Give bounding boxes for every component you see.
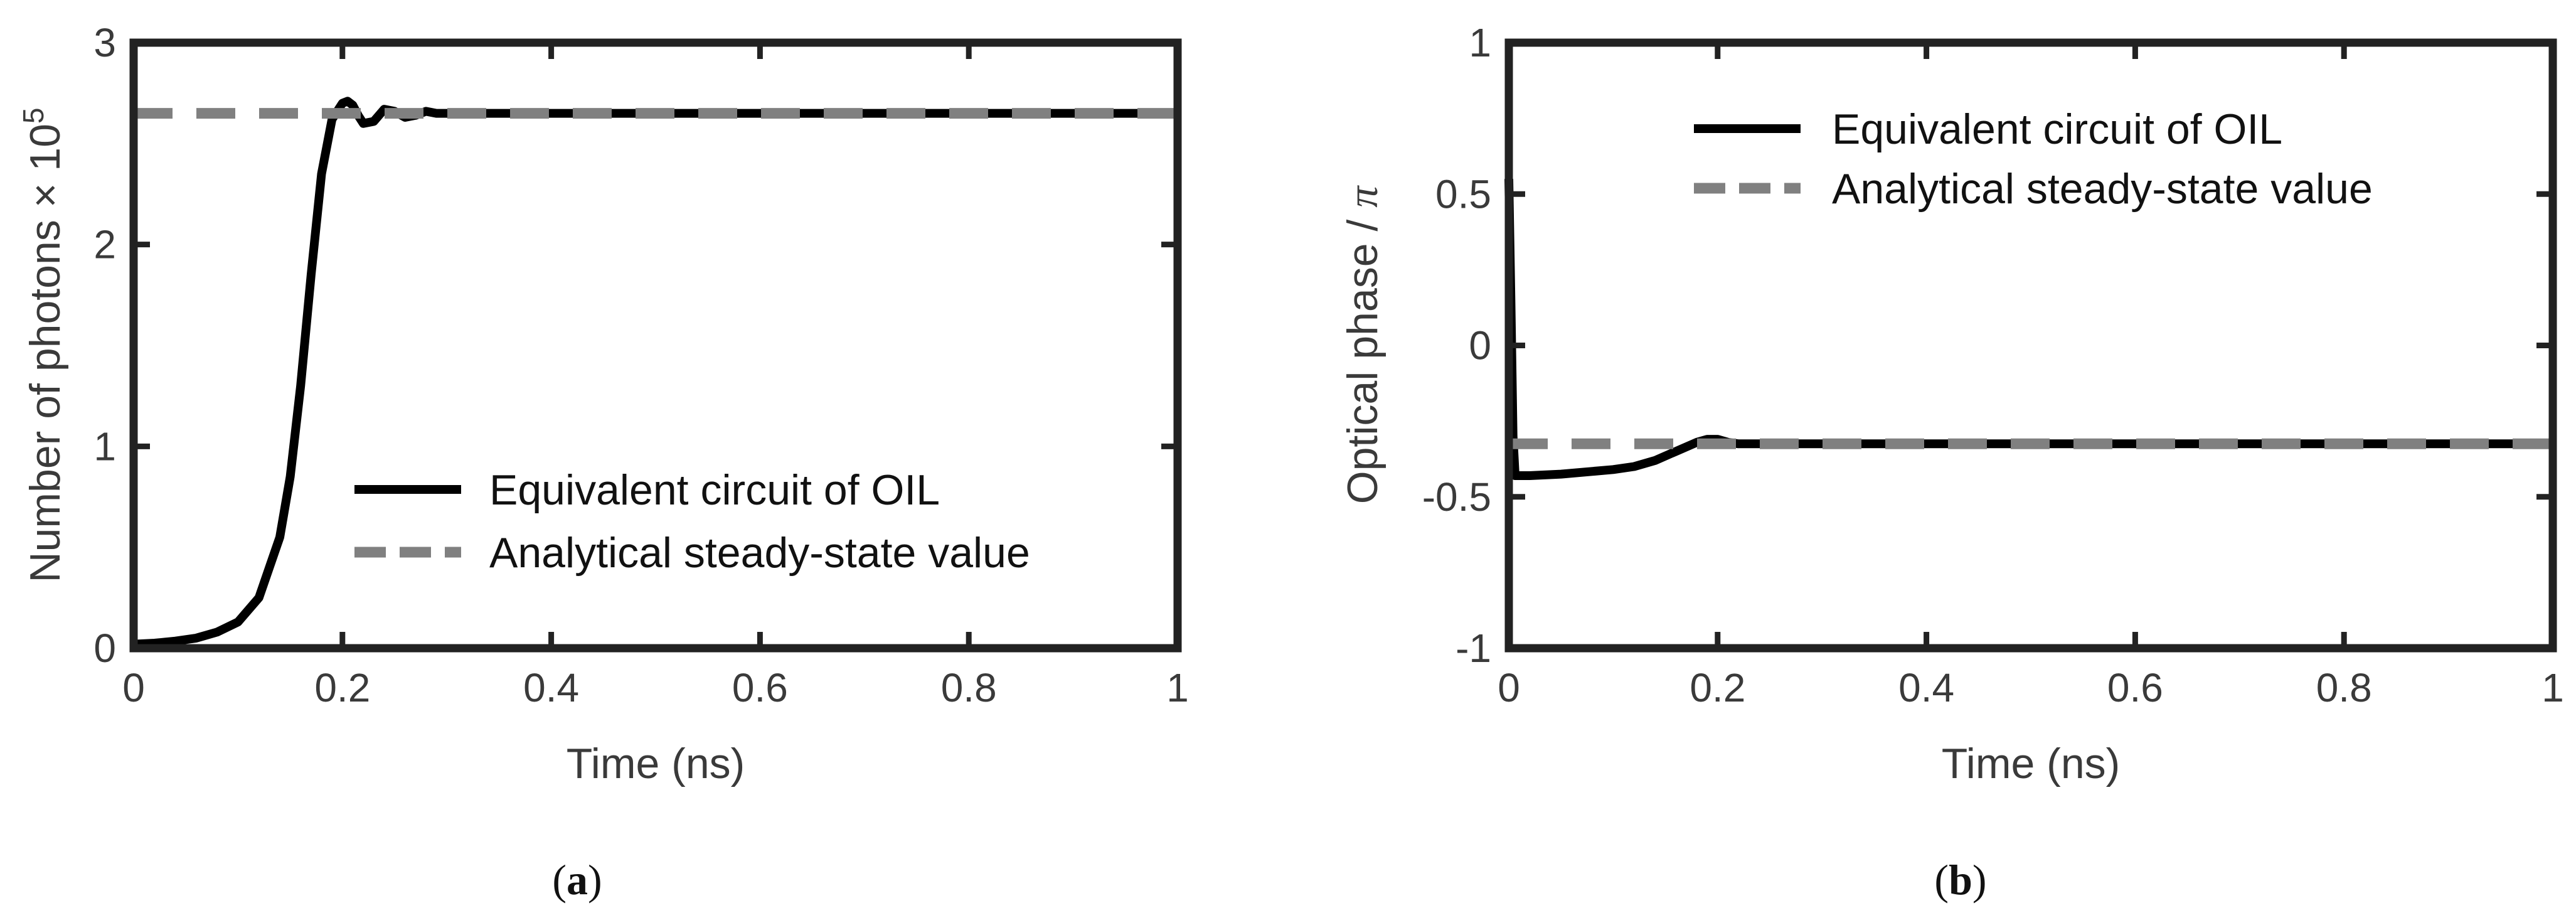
tick-labels-a: 0 0.2 0.4 0.6 0.8 1 0 1 2 3 bbox=[93, 20, 1188, 710]
axes-box-a bbox=[129, 38, 1182, 653]
tick-labels-b: 0 0.2 0.4 0.6 0.8 1 -1 -0.5 0 0.5 1 bbox=[1422, 20, 2564, 710]
y-tick-label: -0.5 bbox=[1422, 474, 1491, 520]
x-tick-label: 1 bbox=[1166, 665, 1189, 710]
x-tick-label: 0.2 bbox=[314, 665, 370, 710]
y-tick-label: 1 bbox=[1469, 20, 1491, 65]
y-tick-label: 0 bbox=[93, 626, 116, 671]
legend-label-analytical-b: Analytical steady-state value bbox=[1832, 165, 2373, 213]
x-tick-label: 0 bbox=[122, 665, 145, 710]
x-tick-label: 0.8 bbox=[2316, 665, 2372, 710]
panel-label-b: (b) bbox=[1934, 856, 1986, 904]
legend-b: Equivalent circuit of OIL Analytical ste… bbox=[1694, 105, 2373, 213]
y-axis-label-symbol-b: π bbox=[1339, 185, 1386, 208]
x-tick-label: 1 bbox=[2541, 665, 2564, 710]
legend-label-equivalent-circuit-b: Equivalent circuit of OIL bbox=[1832, 105, 2282, 153]
panel-letter-a: a bbox=[567, 856, 588, 904]
plot-lines-b bbox=[1504, 178, 2553, 480]
y-tick-label: 0 bbox=[1469, 323, 1491, 368]
x-tick-label: 0.6 bbox=[732, 665, 788, 710]
legend-a: Equivalent circuit of OIL Analytical ste… bbox=[354, 466, 1030, 577]
x-tick-label: 0.8 bbox=[941, 665, 997, 710]
x-tick-label: 0.4 bbox=[1898, 665, 1954, 710]
legend-label-analytical-a: Analytical steady-state value bbox=[489, 529, 1030, 577]
x-tick-label: 0.4 bbox=[523, 665, 579, 710]
y-axis-label-text-a: Number of photons × 10 bbox=[21, 124, 69, 582]
y-tick-label: 0.5 bbox=[1435, 171, 1491, 216]
x-tick-label: 0.6 bbox=[2107, 665, 2163, 710]
y-axis-label-b: Optical phase / π bbox=[1339, 185, 1386, 504]
y-axis-label-a: Number of photons × 105 bbox=[17, 107, 69, 582]
y-tick-label: -1 bbox=[1456, 626, 1491, 671]
panel-letter-b: b bbox=[1949, 856, 1972, 904]
x-tick-label: 0 bbox=[1498, 665, 1520, 710]
plot-lines-a bbox=[133, 97, 1178, 649]
legend-label-equivalent-circuit-a: Equivalent circuit of OIL bbox=[489, 466, 940, 514]
y-tick-label: 2 bbox=[93, 222, 116, 267]
x-axis-label-a: Time (ns) bbox=[567, 740, 745, 788]
x-axis-label-b: Time (ns) bbox=[1942, 740, 2121, 788]
chart-panel-a: 0 0.2 0.4 0.6 0.8 1 0 1 2 3 Equivalent circuit of… bbox=[17, 20, 1189, 904]
y-tick-label: 1 bbox=[93, 424, 116, 469]
axes-box-b bbox=[1504, 38, 2557, 653]
x-tick-label: 0.2 bbox=[1690, 665, 1745, 710]
chart-panel-b: 0 0.2 0.4 0.6 0.8 1 -1 -0.5 0 0.5 1 Equivalent cir… bbox=[1339, 20, 2564, 904]
y-axis-label-exponent-a: 5 bbox=[17, 107, 50, 124]
series-line-equivalent-circuit bbox=[1504, 178, 2553, 480]
panel-label-a: (a) bbox=[552, 856, 602, 904]
y-axis-label-text-b: Optical phase / bbox=[1339, 208, 1386, 504]
y-tick-label: 3 bbox=[93, 20, 116, 65]
